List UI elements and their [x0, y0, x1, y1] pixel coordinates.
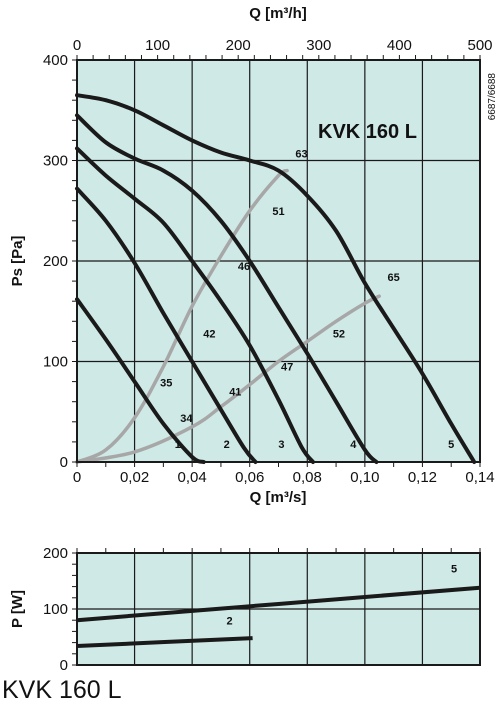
- power-curve-5: [76, 585, 481, 623]
- curve-label-3: 3: [278, 439, 284, 451]
- y-tick-label: 0: [60, 454, 68, 471]
- y-tick-label: 100: [43, 354, 68, 371]
- y-tick-label: 200: [43, 545, 68, 562]
- x-tick-label: 0,14: [465, 469, 494, 486]
- pressure-curve-2: [75, 186, 258, 464]
- x2-tick-label: 400: [387, 37, 412, 54]
- pressure-curve-3: [75, 146, 315, 464]
- x-tick-label: 0,12: [408, 469, 437, 486]
- curve-label-5: 5: [448, 439, 454, 451]
- efficiency-line: [75, 168, 289, 464]
- efficiency-label: 51: [272, 206, 284, 218]
- model-title: KVK 160 L: [318, 121, 417, 143]
- y-tick-label: 400: [43, 52, 68, 69]
- efficiency-label: 34: [180, 413, 193, 425]
- power-axis-title: P [W]: [9, 590, 26, 628]
- power-curve-label-2: 2: [227, 616, 233, 628]
- y-tick-label: 100: [43, 601, 68, 618]
- x2-tick-label: 500: [467, 37, 492, 54]
- side-code: 6687/6688: [487, 73, 498, 121]
- x-tick-label: 0,04: [178, 469, 207, 486]
- x-tick-label: 0,06: [235, 469, 264, 486]
- x2-tick-label: 0: [73, 37, 81, 54]
- top-axis-title: Q [m³/h]: [249, 5, 307, 22]
- efficiency-label: 42: [203, 328, 215, 340]
- pressure-curve-1: [75, 297, 206, 464]
- curve-label-4: 4: [350, 439, 357, 451]
- efficiency-label: 52: [333, 328, 345, 340]
- x2-tick-label: 300: [306, 37, 331, 54]
- x-tick-label: 0,02: [120, 469, 149, 486]
- efficiency-label: 35: [160, 378, 172, 390]
- efficiency-label: 63: [295, 148, 307, 160]
- pressure-curve-4: [75, 113, 379, 464]
- power-curve-2: [76, 636, 253, 648]
- x-tick-label: 0,08: [293, 469, 322, 486]
- efficiency-label: 41: [229, 387, 241, 399]
- pressure-curves: [75, 93, 477, 464]
- caption: KVK 160 L: [2, 676, 122, 704]
- power-curves: [76, 585, 481, 648]
- efficiency-label: 65: [388, 272, 400, 284]
- y-tick-label: 200: [43, 253, 68, 270]
- x2-tick-label: 100: [145, 37, 170, 54]
- x2-tick-label: 200: [226, 37, 251, 54]
- x-tick-label: 0,10: [350, 469, 379, 486]
- curve-label-1: 1: [175, 439, 181, 451]
- efficiency-label: 46: [238, 261, 250, 273]
- power-curve-labels: 25: [227, 564, 458, 628]
- y-axis-title: Ps [Pa]: [9, 236, 26, 287]
- power-axis-ticks: 0 100 200: [43, 545, 481, 674]
- x-axis-title: Q [m³/s]: [250, 489, 307, 506]
- pressure-curve-5: [75, 93, 477, 464]
- power-curve-label-5: 5: [451, 564, 457, 576]
- y-tick-label: 0: [60, 657, 68, 674]
- pressure-axis-ticks: 0 100 200 300 400 0 0,02 0,04 0,06 0,08 0,10 0,12 0,…: [43, 37, 495, 486]
- curve-label-2: 2: [224, 439, 230, 451]
- y-tick-label: 300: [43, 153, 68, 170]
- efficiency-label: 47: [281, 362, 293, 374]
- x-tick-label: 0: [73, 469, 81, 486]
